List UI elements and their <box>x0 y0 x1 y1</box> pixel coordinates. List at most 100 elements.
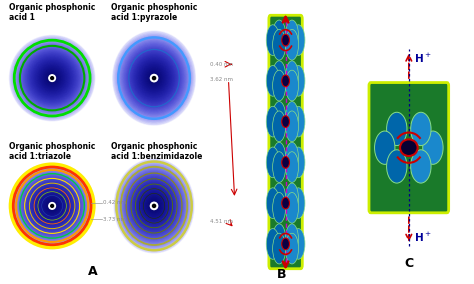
Ellipse shape <box>266 66 279 96</box>
Ellipse shape <box>114 32 194 124</box>
Ellipse shape <box>127 174 181 237</box>
Circle shape <box>17 43 87 113</box>
Ellipse shape <box>141 63 167 93</box>
Ellipse shape <box>130 51 178 105</box>
Ellipse shape <box>126 173 182 239</box>
Ellipse shape <box>400 139 418 156</box>
Circle shape <box>31 57 73 99</box>
Ellipse shape <box>134 183 174 229</box>
Ellipse shape <box>292 229 305 259</box>
Ellipse shape <box>137 59 171 97</box>
Circle shape <box>12 37 92 119</box>
Circle shape <box>17 171 87 241</box>
Ellipse shape <box>292 147 305 178</box>
FancyBboxPatch shape <box>269 15 302 269</box>
Circle shape <box>20 46 84 110</box>
Circle shape <box>27 54 77 103</box>
Circle shape <box>43 197 62 215</box>
Ellipse shape <box>292 25 305 55</box>
Ellipse shape <box>128 176 180 236</box>
Ellipse shape <box>266 147 279 178</box>
Ellipse shape <box>129 50 179 106</box>
Ellipse shape <box>121 167 187 245</box>
Circle shape <box>18 172 86 240</box>
Ellipse shape <box>115 34 193 123</box>
Ellipse shape <box>146 69 162 87</box>
Ellipse shape <box>387 150 407 183</box>
Circle shape <box>26 51 79 105</box>
Ellipse shape <box>118 164 190 248</box>
Circle shape <box>50 204 54 208</box>
Ellipse shape <box>127 48 181 108</box>
Text: 3.73 nm: 3.73 nm <box>103 217 126 222</box>
Circle shape <box>14 168 91 244</box>
Ellipse shape <box>119 165 189 247</box>
Ellipse shape <box>116 161 192 250</box>
Ellipse shape <box>145 195 163 216</box>
Ellipse shape <box>273 233 286 264</box>
Ellipse shape <box>140 189 168 222</box>
Circle shape <box>40 194 64 218</box>
Ellipse shape <box>150 74 158 83</box>
Ellipse shape <box>273 111 286 142</box>
Ellipse shape <box>140 62 168 95</box>
Circle shape <box>9 36 95 121</box>
Text: H$^+$: H$^+$ <box>414 52 432 65</box>
Text: Organic phosphonic
acid 1: Organic phosphonic acid 1 <box>9 3 96 22</box>
Circle shape <box>23 49 81 107</box>
Circle shape <box>19 173 85 239</box>
Circle shape <box>38 192 66 220</box>
Circle shape <box>153 204 155 208</box>
Circle shape <box>48 202 56 210</box>
Circle shape <box>35 189 69 223</box>
Ellipse shape <box>134 55 174 101</box>
Text: 0.40 nm: 0.40 nm <box>210 62 233 67</box>
Ellipse shape <box>135 56 173 100</box>
Ellipse shape <box>138 60 170 96</box>
Ellipse shape <box>410 150 431 183</box>
Ellipse shape <box>142 192 166 220</box>
Ellipse shape <box>128 49 180 107</box>
Ellipse shape <box>285 152 299 182</box>
Circle shape <box>10 164 94 247</box>
Ellipse shape <box>282 197 290 209</box>
Circle shape <box>34 60 70 96</box>
Ellipse shape <box>131 52 177 104</box>
Circle shape <box>36 190 68 222</box>
Ellipse shape <box>387 112 407 146</box>
Ellipse shape <box>374 131 395 164</box>
Ellipse shape <box>113 31 195 125</box>
Ellipse shape <box>285 111 299 142</box>
Ellipse shape <box>273 61 286 91</box>
Ellipse shape <box>124 44 184 112</box>
Circle shape <box>25 51 80 106</box>
Ellipse shape <box>273 70 286 101</box>
Ellipse shape <box>147 198 161 214</box>
Circle shape <box>27 180 78 231</box>
Ellipse shape <box>151 75 157 82</box>
Ellipse shape <box>142 64 166 92</box>
Circle shape <box>16 42 88 114</box>
Circle shape <box>43 69 62 87</box>
Circle shape <box>29 183 75 229</box>
Ellipse shape <box>266 188 279 218</box>
Text: d: d <box>107 160 114 170</box>
Circle shape <box>50 76 54 80</box>
Ellipse shape <box>144 66 164 90</box>
Text: B: B <box>277 268 287 281</box>
Ellipse shape <box>266 106 279 137</box>
Circle shape <box>39 193 65 219</box>
Circle shape <box>45 199 60 213</box>
Circle shape <box>34 188 70 224</box>
Circle shape <box>13 166 91 245</box>
Ellipse shape <box>124 171 184 241</box>
Circle shape <box>9 163 95 248</box>
Ellipse shape <box>137 58 172 98</box>
Circle shape <box>45 71 60 85</box>
Ellipse shape <box>282 116 290 128</box>
Circle shape <box>150 202 158 210</box>
Circle shape <box>42 68 63 89</box>
Circle shape <box>14 40 91 116</box>
Circle shape <box>49 75 55 81</box>
Circle shape <box>40 66 64 90</box>
